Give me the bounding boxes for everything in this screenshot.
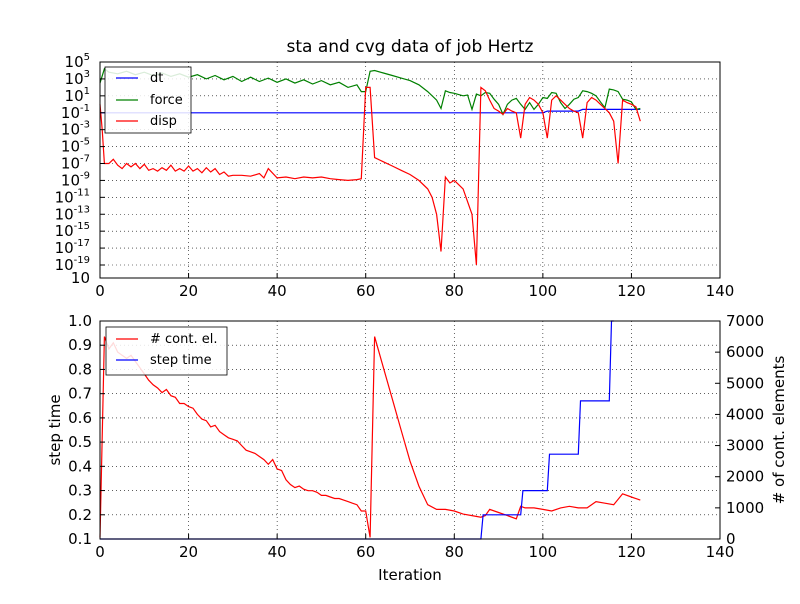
top-series-dt-line — [100, 108, 641, 114]
top-series-force-line — [99, 67, 641, 116]
top-x-tick-label: 100 — [529, 282, 558, 300]
top-y-tick-label: 10-1 — [61, 103, 90, 122]
bottom-y-tick-label: 0.2 — [68, 506, 92, 524]
bottom-y-tick-label: 0.1 — [68, 530, 92, 548]
bottom-y2-tick-label: 6000 — [726, 343, 764, 361]
top-x-tick-label: 40 — [268, 282, 287, 300]
bottom-series-cont-el-line — [99, 336, 641, 538]
top-y-tick-label: 10-11 — [55, 187, 90, 206]
top-y-tick-label: 105 — [65, 52, 90, 71]
bottom-x-tick-label: 40 — [268, 543, 287, 561]
bottom-y-tick-label: 0.3 — [68, 482, 92, 500]
bottom-x-tick-label: 0 — [95, 543, 105, 561]
top-x-tick-label: 80 — [445, 282, 464, 300]
bottom-y2-tick-label: 1000 — [726, 499, 764, 517]
bottom-x-tick-label: 60 — [356, 543, 375, 561]
bottom-y2-tick-label: 0 — [726, 530, 736, 548]
top-y-tick-label: 10 — [71, 269, 90, 287]
bottom-y-tick-label: 0.6 — [68, 409, 92, 427]
bottom-legend-label-cont: # cont. el. — [150, 332, 217, 347]
top-x-tick-label: 60 — [356, 282, 375, 300]
top-y-tick-label: 10-9 — [61, 170, 90, 189]
bottom-y-tick-label: 0.4 — [68, 457, 92, 475]
top-legend-label-disp: disp — [150, 114, 177, 129]
top-chart-legend: dt force disp — [104, 66, 192, 134]
top-y-tick-label: 10-3 — [61, 120, 90, 139]
top-y-tick-label: 101 — [65, 86, 90, 105]
top-chart-series — [99, 67, 641, 266]
bottom-chart-y2label: # of cont. elements — [770, 356, 788, 505]
top-y-tick-label: 10-13 — [55, 204, 90, 223]
bottom-legend-box — [105, 326, 228, 376]
top-y-tick-label: 10-5 — [61, 137, 90, 156]
bottom-chart-y-ticks: 0.1 0.2 0.3 0.4 0.5 0.6 0.7 0.8 0.9 1.0 — [68, 312, 105, 548]
bottom-chart-ylabel: step time — [46, 394, 64, 465]
bottom-legend-label-step: step time — [150, 353, 212, 368]
bottom-y-tick-label: 1.0 — [68, 312, 92, 330]
top-legend-label-force: force — [150, 93, 183, 108]
bottom-y2-tick-label: 5000 — [726, 374, 764, 392]
bottom-y-tick-label: 0.5 — [68, 433, 92, 451]
top-x-tick-label: 120 — [617, 282, 646, 300]
top-x-tick-label: 0 — [95, 282, 105, 300]
top-y-tick-label: 10-17 — [55, 238, 90, 257]
top-x-tick-label: 20 — [179, 282, 198, 300]
top-chart-y-ticks: 10510310110-110-310-510-710-910-1110-131… — [55, 52, 105, 287]
bottom-chart-y2-ticks: 0 1000 2000 3000 4000 5000 6000 7000 — [715, 312, 764, 548]
bottom-y2-tick-label: 3000 — [726, 437, 764, 455]
bottom-chart-x-ticks: 0 20 40 60 80 100 120 140 — [95, 534, 734, 561]
top-y-tick-label: 103 — [65, 69, 90, 88]
top-chart-x-ticks: 0 20 40 60 80 100 120 140 — [95, 273, 734, 300]
bottom-chart-xlabel: Iteration — [378, 566, 442, 584]
bottom-y-tick-label: 0.8 — [68, 360, 92, 378]
bottom-x-tick-label: 120 — [617, 543, 646, 561]
bottom-y-tick-label: 0.7 — [68, 385, 92, 403]
top-y-tick-label: 10-7 — [61, 154, 90, 173]
bottom-y2-tick-label: 7000 — [726, 312, 764, 330]
bottom-y-tick-label: 0.9 — [68, 336, 92, 354]
bottom-y2-tick-label: 2000 — [726, 468, 764, 486]
bottom-chart-grid — [100, 321, 720, 539]
top-x-tick-label: 140 — [706, 282, 735, 300]
bottom-x-tick-label: 140 — [706, 543, 735, 561]
bottom-x-tick-label: 80 — [445, 543, 464, 561]
bottom-chart-legend: # cont. el. step time — [105, 326, 228, 376]
bottom-x-tick-label: 20 — [179, 543, 198, 561]
top-chart-frame — [99, 61, 721, 279]
top-series-disp-line — [99, 86, 641, 266]
top-y-tick-label: 10-19 — [55, 255, 90, 274]
top-y-tick-label: 10-15 — [55, 221, 90, 240]
bottom-chart-frame — [99, 320, 721, 540]
top-chart-title: sta and cvg data of job Hertz — [287, 37, 534, 57]
bottom-series-step-time-line — [100, 320, 614, 540]
bottom-chart-series — [99, 320, 641, 540]
top-legend-label-dt: dt — [150, 71, 163, 86]
bottom-x-tick-label: 100 — [529, 543, 558, 561]
bottom-y2-tick-label: 4000 — [726, 405, 764, 423]
